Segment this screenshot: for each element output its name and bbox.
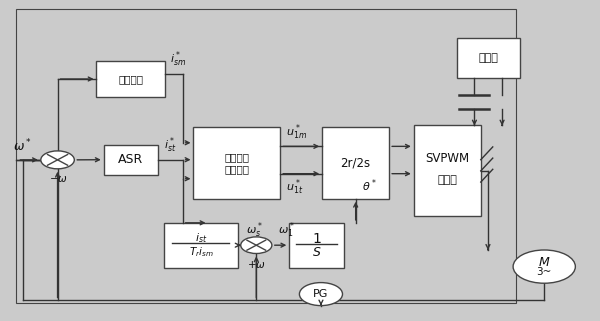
FancyBboxPatch shape [104, 144, 158, 175]
Text: ASR: ASR [118, 153, 143, 166]
Circle shape [41, 151, 74, 169]
Text: SVPWM: SVPWM [425, 152, 469, 165]
FancyBboxPatch shape [289, 223, 344, 268]
FancyBboxPatch shape [164, 223, 238, 268]
Text: 励磁模式: 励磁模式 [118, 74, 143, 84]
FancyBboxPatch shape [16, 9, 515, 303]
Text: 3~: 3~ [536, 267, 552, 277]
Text: 整流器: 整流器 [478, 53, 498, 63]
Text: $\theta^*$: $\theta^*$ [362, 178, 376, 194]
Circle shape [299, 282, 343, 306]
Text: $1$: $1$ [312, 232, 322, 246]
Text: PG: PG [313, 289, 329, 299]
Text: $i_{sm}^*$: $i_{sm}^*$ [170, 50, 186, 69]
FancyBboxPatch shape [414, 125, 481, 216]
Text: 电压电流
模式转换: 电压电流 模式转换 [224, 152, 250, 174]
Text: $T_r i_{sm}$: $T_r i_{sm}$ [188, 245, 214, 259]
Text: $S$: $S$ [312, 246, 322, 259]
FancyBboxPatch shape [322, 127, 389, 199]
FancyBboxPatch shape [97, 61, 166, 97]
FancyBboxPatch shape [193, 127, 280, 199]
FancyBboxPatch shape [457, 38, 520, 78]
Text: $\omega_s^*$: $\omega_s^*$ [245, 221, 262, 240]
Text: $\omega_1^*$: $\omega_1^*$ [278, 221, 295, 240]
Text: M: M [539, 256, 550, 269]
Text: 2r/2s: 2r/2s [341, 156, 371, 169]
Text: 逆变器: 逆变器 [437, 175, 457, 185]
Text: $i_{st}$: $i_{st}$ [195, 231, 207, 245]
Circle shape [241, 237, 272, 254]
Text: $\omega^*$: $\omega^*$ [13, 137, 32, 154]
Text: $+\omega$: $+\omega$ [247, 259, 266, 270]
Circle shape [513, 250, 575, 283]
Text: $-\omega$: $-\omega$ [49, 174, 68, 184]
Text: $i_{st}^*$: $i_{st}^*$ [164, 136, 176, 155]
Text: $u_{1t}^*$: $u_{1t}^*$ [286, 178, 304, 197]
Text: $u_{1m}^*$: $u_{1m}^*$ [286, 123, 307, 142]
